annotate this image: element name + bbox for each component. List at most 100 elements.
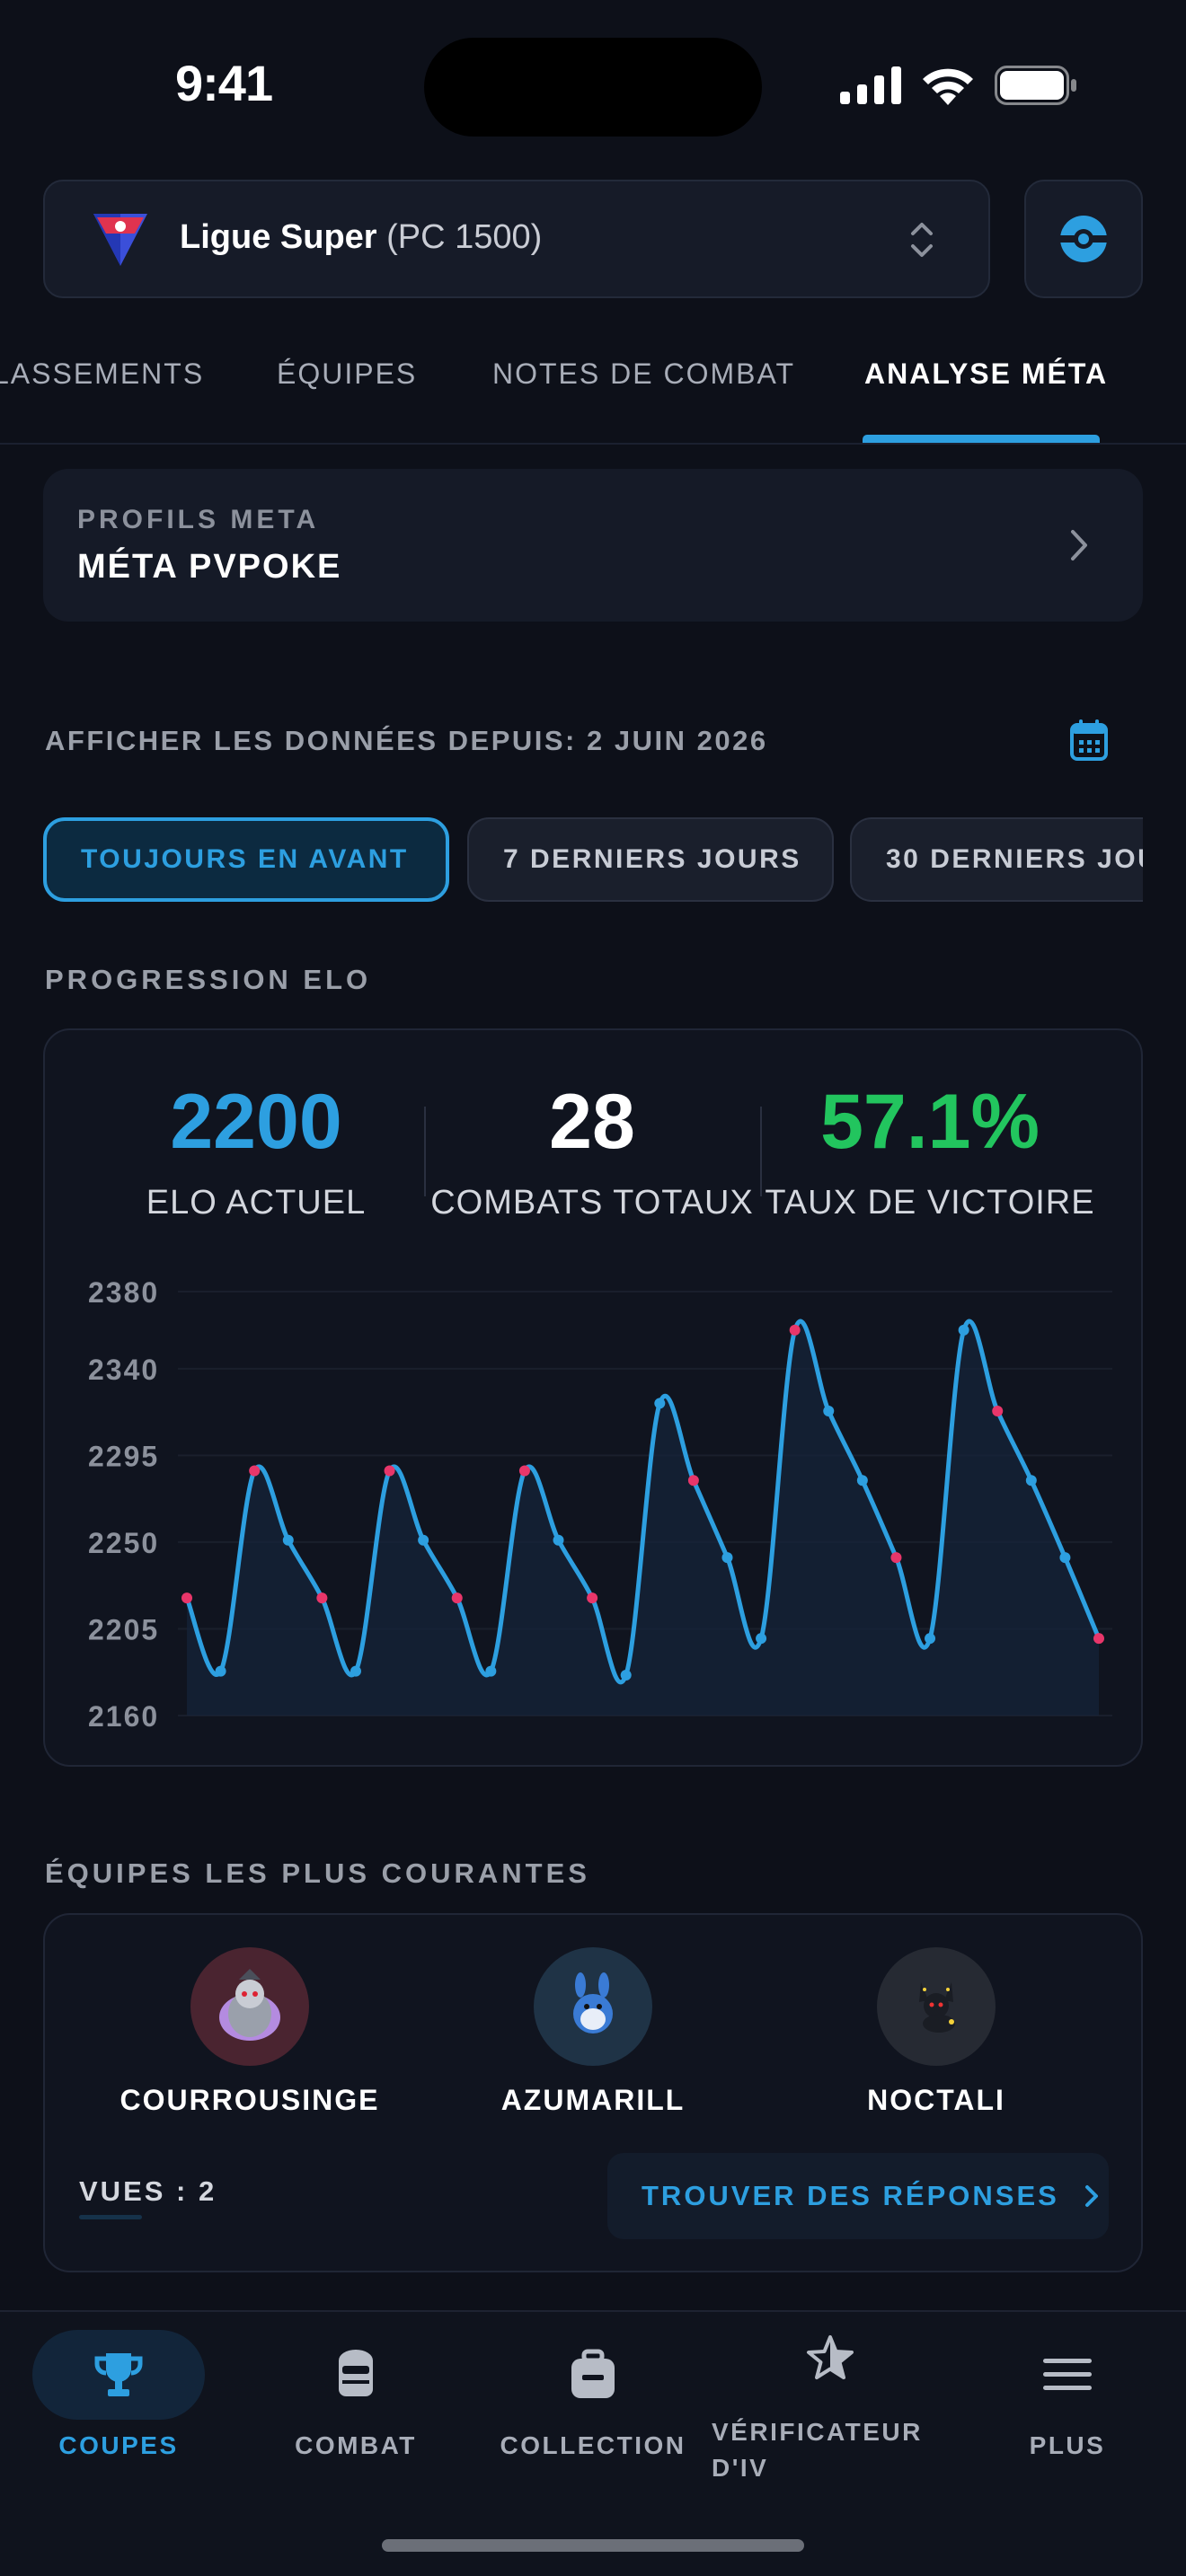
- elo-area-fill: [187, 1320, 1099, 1716]
- win-rate-label: TAUX DE VICTOIRE: [765, 1184, 1095, 1222]
- nav-collection-label[interactable]: COLLECTION: [500, 2431, 686, 2459]
- active-tab-indicator: [863, 435, 1100, 443]
- battery-icon: [995, 66, 1076, 105]
- views-count: VUES : 2: [79, 2175, 217, 2207]
- elo-line-chart: 2380 2340 2295 2250 2205 2160: [88, 1276, 1112, 1733]
- current-elo-label: ELO ACTUEL: [146, 1184, 367, 1222]
- meta-profile-subtitle: PROFILS META: [77, 505, 320, 534]
- elo-progression-label: PROGRESSION ELO: [45, 964, 372, 995]
- tab-classements[interactable]: LASSEMENTS: [0, 357, 205, 390]
- y-tick-label: 2250: [88, 1527, 159, 1559]
- y-tick-label: 2340: [88, 1354, 159, 1386]
- chevron-right-icon: [1084, 2185, 1098, 2207]
- elo-data-point: [418, 1534, 429, 1546]
- elo-data-point: [856, 1475, 868, 1486]
- total-battles-value: 28: [549, 1079, 635, 1165]
- elo-data-point: [925, 1633, 936, 1645]
- tab-equipes[interactable]: ÉQUIPES: [277, 357, 418, 390]
- chevron-up-down-icon: [911, 223, 933, 257]
- elo-data-point: [654, 1398, 666, 1409]
- elo-data-point: [249, 1465, 261, 1477]
- elo-data-point: [890, 1552, 902, 1564]
- find-counters-button[interactable]: TROUVER DES RÉPONSES: [607, 2153, 1109, 2239]
- elo-data-point: [316, 1592, 328, 1604]
- cellular-signal-icon: [840, 66, 901, 104]
- pokeball-icon: [1060, 216, 1107, 262]
- courrousinge-avatar: [190, 1947, 309, 2066]
- elo-data-point: [181, 1592, 192, 1604]
- team-member-name: COURROUSINGE: [119, 2084, 380, 2116]
- azumarill-sprite-icon: [573, 1972, 613, 2033]
- range-all-time-chip[interactable]: TOUJOURS EN AVANT: [43, 817, 449, 902]
- tab-notes-de-combat[interactable]: NOTES DE COMBAT: [492, 357, 795, 390]
- noctali-sprite-icon: [919, 1982, 955, 2033]
- elo-data-point: [587, 1592, 598, 1604]
- league-label: Ligue Super (PC 1500): [180, 218, 542, 257]
- range-30-days-chip[interactable]: 30 DERNIERS JOURS: [850, 817, 1143, 902]
- status-time: 9:41: [175, 55, 273, 111]
- find-counters-label: TROUVER DES RÉPONSES: [642, 2180, 1059, 2211]
- data-since-label: AFFICHER LES DONNÉES DEPUIS: 2 JUIN 2026: [45, 725, 768, 756]
- common-teams-label: ÉQUIPES LES PLUS COURANTES: [45, 1857, 590, 1889]
- elo-data-point: [350, 1665, 361, 1677]
- elo-data-point: [1025, 1475, 1037, 1486]
- elo-data-point: [451, 1592, 463, 1604]
- noctali-avatar: [877, 1947, 996, 2066]
- elo-data-point: [1059, 1552, 1071, 1564]
- team-member-name: AZUMARILL: [500, 2084, 686, 2116]
- stat-divider: [760, 1107, 762, 1196]
- team-member-name: NOCTALI: [867, 2084, 1005, 2116]
- y-tick-label: 2295: [88, 1440, 159, 1472]
- elo-data-point: [1093, 1633, 1104, 1645]
- total-battles-label: COMBATS TOTAUX: [430, 1184, 754, 1222]
- win-rate-value: 57.1%: [820, 1079, 1040, 1165]
- elo-data-point: [384, 1465, 395, 1477]
- league-selector[interactable]: [43, 180, 990, 298]
- meta-profile-card[interactable]: [43, 469, 1143, 622]
- chevron-right-icon: [1071, 530, 1087, 560]
- backpack-icon[interactable]: [561, 2342, 625, 2407]
- courrousinge-sprite-icon: [219, 1969, 280, 2041]
- y-tick-label: 2160: [88, 1700, 159, 1733]
- elo-series-line: [184, 1319, 1102, 1685]
- menu-icon[interactable]: [1035, 2342, 1100, 2407]
- wifi-icon: [923, 68, 973, 105]
- helmet-icon[interactable]: [323, 2342, 388, 2407]
- elo-data-point: [687, 1475, 699, 1486]
- views-underline: [79, 2215, 142, 2219]
- league-cp: (PC 1500): [386, 218, 543, 256]
- elo-data-point: [992, 1406, 1004, 1417]
- stat-divider: [424, 1107, 426, 1196]
- nav-iv-checker-label[interactable]: VÉRIFICATEUR D'IV: [712, 2418, 923, 2482]
- elo-data-point: [721, 1552, 733, 1564]
- elo-data-point: [620, 1669, 632, 1681]
- nav-combat-label[interactable]: COMBAT: [295, 2431, 417, 2459]
- elo-data-point: [215, 1665, 226, 1677]
- azumarill-avatar: [534, 1947, 652, 2066]
- calendar-icon[interactable]: [1069, 719, 1109, 762]
- tab-divider: [0, 443, 1186, 445]
- elo-data-point: [485, 1665, 497, 1677]
- elo-data-point: [518, 1465, 530, 1477]
- trophy-icon[interactable]: [86, 2342, 151, 2407]
- dynamic-island: [424, 38, 762, 137]
- star-icon[interactable]: [798, 2326, 863, 2391]
- league-name: Ligue Super: [180, 218, 377, 256]
- tab-analyse-meta[interactable]: ANALYSE MÉTA: [864, 357, 1109, 390]
- pokeball-button[interactable]: [1024, 180, 1143, 298]
- elo-data-point: [958, 1324, 969, 1336]
- elo-data-point: [823, 1406, 835, 1417]
- current-elo-value: 2200: [170, 1079, 342, 1165]
- elo-data-point: [553, 1534, 564, 1546]
- elo-data-point: [789, 1324, 801, 1336]
- home-indicator: [382, 2539, 804, 2552]
- elo-data-point: [282, 1534, 294, 1546]
- status-icons: [840, 63, 1077, 108]
- meta-profile-title: MÉTA PVPOKE: [77, 548, 342, 586]
- nav-coupes-label[interactable]: COUPES: [58, 2431, 179, 2459]
- y-tick-label: 2380: [88, 1276, 159, 1309]
- elo-data-point: [756, 1633, 767, 1645]
- nav-plus-label[interactable]: PLUS: [1029, 2431, 1106, 2459]
- range-7-days-chip[interactable]: 7 DERNIERS JOURS: [467, 817, 834, 902]
- y-tick-label: 2205: [88, 1613, 159, 1645]
